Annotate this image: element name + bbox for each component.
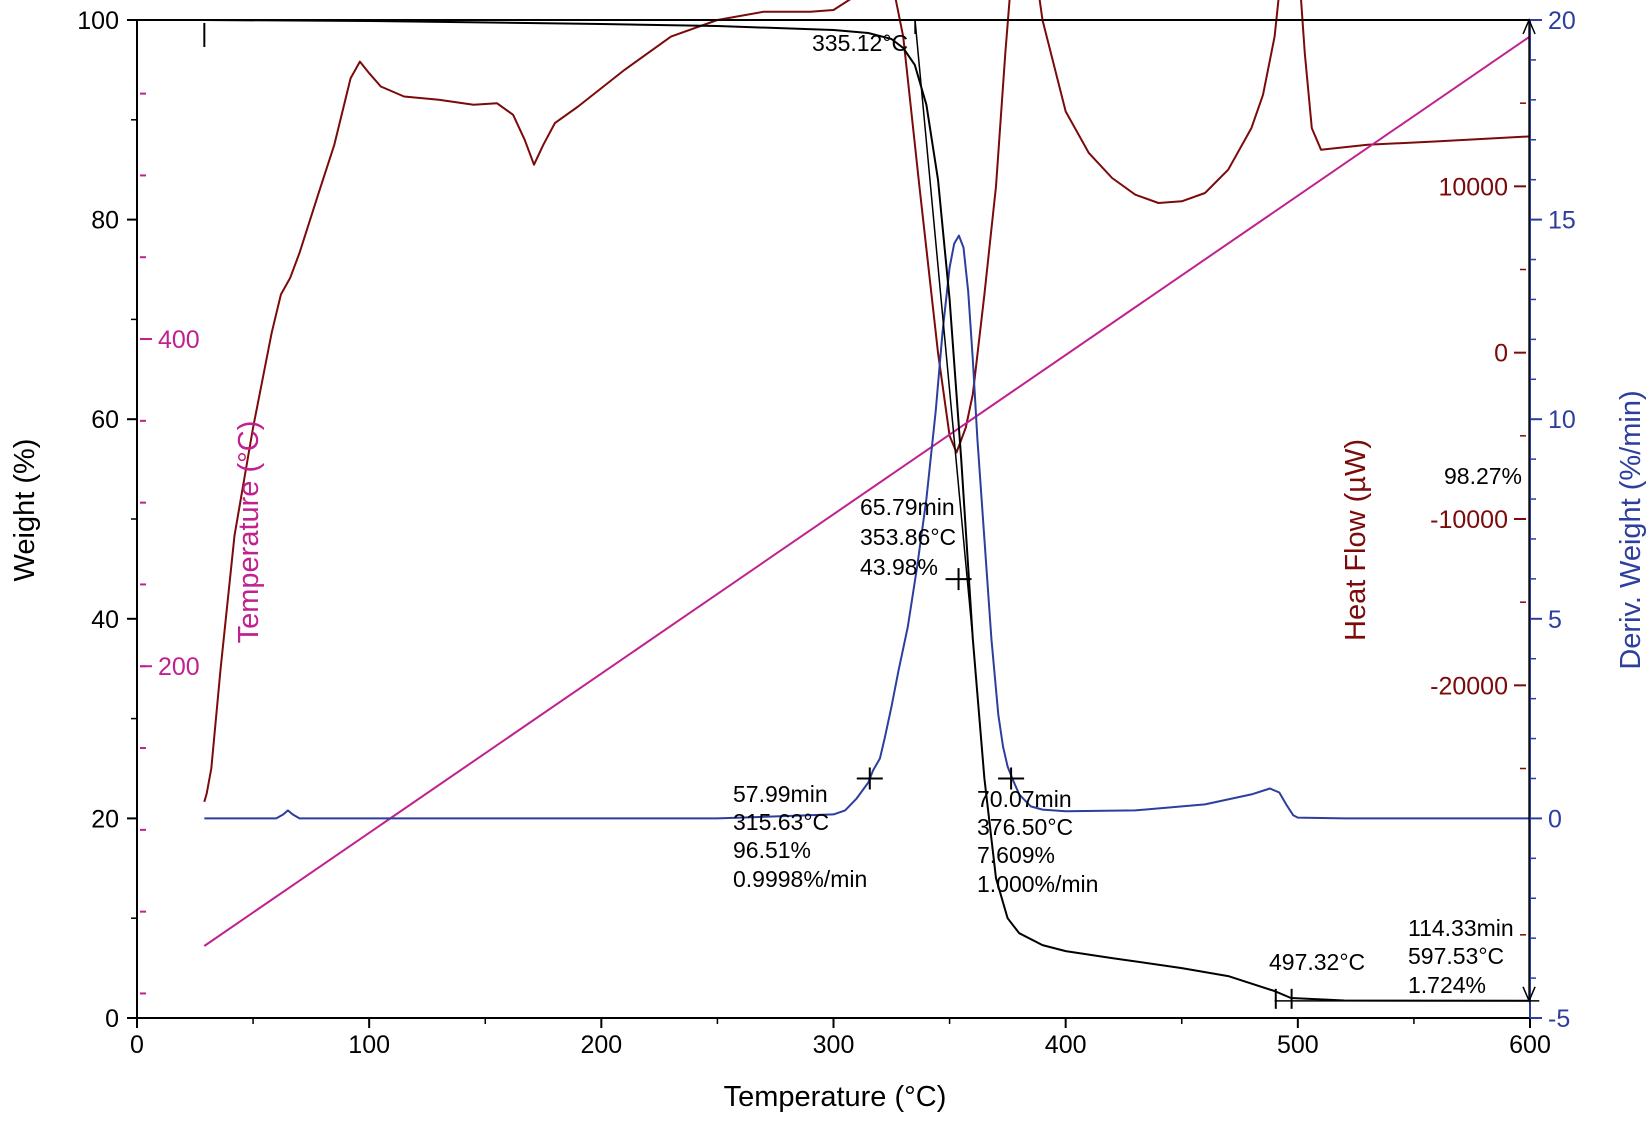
- series-line-weight: [201, 19, 1531, 1002]
- deriv-weight-tick-label: 5: [1548, 606, 1562, 634]
- weight-loss-arrow-bottom: [1522, 986, 1536, 1003]
- deriv-weight-axis-title: Deriv. Weight (%/min): [1615, 390, 1647, 669]
- annot-peak-temp: 353.86°C: [860, 524, 956, 550]
- temperature-tick-label: 400: [158, 326, 200, 354]
- annot-end-time: 70.07min: [977, 786, 1072, 812]
- x-tick-label: 400: [1045, 1031, 1087, 1059]
- annot-start-time: 57.99min: [733, 781, 828, 807]
- annot-end-weight: 7.609%: [977, 842, 1055, 868]
- annot-peak-time: 65.79min: [860, 494, 955, 520]
- heat-flow-tick-label: -20000: [1430, 672, 1508, 700]
- annot-start-temp: 315.63°C: [733, 809, 829, 835]
- deriv-weight-tick-label: 0: [1548, 805, 1562, 833]
- annot-start-rate: 0.9998%/min: [733, 866, 867, 892]
- onset-tangent-line: [914, 19, 974, 639]
- annot-final-weight: 1.724%: [1408, 972, 1486, 998]
- deriv-weight-tick-label: 15: [1548, 207, 1576, 235]
- x-tick-label: 500: [1277, 1031, 1319, 1059]
- deriv-weight-tick-label: 10: [1548, 406, 1576, 434]
- weight-tick-label: 40: [91, 606, 119, 634]
- annot-end-rate: 1.000%/min: [977, 871, 1098, 897]
- series-line-temperature: [203, 35, 1531, 947]
- deriv-weight-tick-label: 20: [1548, 7, 1576, 35]
- heat-flow-axis-title: Heat Flow (µW): [1340, 439, 1372, 641]
- heat-flow-tick-label: 0: [1494, 340, 1508, 368]
- weight-tick-label: 0: [105, 1005, 119, 1033]
- temperature-tick-label: 200: [158, 653, 200, 681]
- x-tick-label: 300: [813, 1031, 855, 1059]
- series-line-heat-flow: [203, 0, 1531, 803]
- annot-second-step-temp: 497.32°C: [1269, 949, 1365, 975]
- weight-loss-arrow-top: [1522, 18, 1536, 35]
- weight-tick-label: 20: [91, 805, 119, 833]
- series-line-deriv-weight: [204, 234, 1530, 820]
- annot-peak-weight: 43.98%: [860, 554, 938, 580]
- annot-final-time: 114.33min: [1408, 915, 1514, 941]
- axis-ticks: 0 100 200 300 400 500 600020406080100200400-20…: [77, 7, 1576, 1059]
- annot-total-loss: 98.27%: [1444, 463, 1522, 489]
- x-tick-label: 200: [580, 1031, 622, 1059]
- temperature-axis-title: Temperature (°C): [233, 421, 265, 644]
- annot-onset-temp: 335.12°C: [812, 30, 908, 56]
- deriv-weight-tick-label: -5: [1548, 1005, 1570, 1033]
- annot-end-temp: 376.50°C: [977, 814, 1073, 840]
- heat-flow-tick-label: -10000: [1430, 506, 1508, 534]
- weight-tick-label: 80: [91, 207, 119, 235]
- weight-tick-label: 100: [77, 7, 119, 35]
- x-axis-title: Temperature (°C): [724, 1081, 947, 1113]
- annot-start-weight: 96.51%: [733, 837, 811, 863]
- annot-final-temp: 597.53°C: [1408, 943, 1504, 969]
- series-lines: [201, 0, 1531, 1002]
- weight-tick-label: 60: [91, 406, 119, 434]
- x-tick-label: 0: [130, 1031, 144, 1059]
- x-tick-label: 100: [348, 1031, 390, 1059]
- weight-axis-title: Weight (%): [9, 439, 41, 582]
- x-tick-label: 600: [1509, 1031, 1551, 1059]
- annotation-markers: [203, 18, 1540, 1009]
- heat-flow-tick-label: 10000: [1438, 173, 1508, 201]
